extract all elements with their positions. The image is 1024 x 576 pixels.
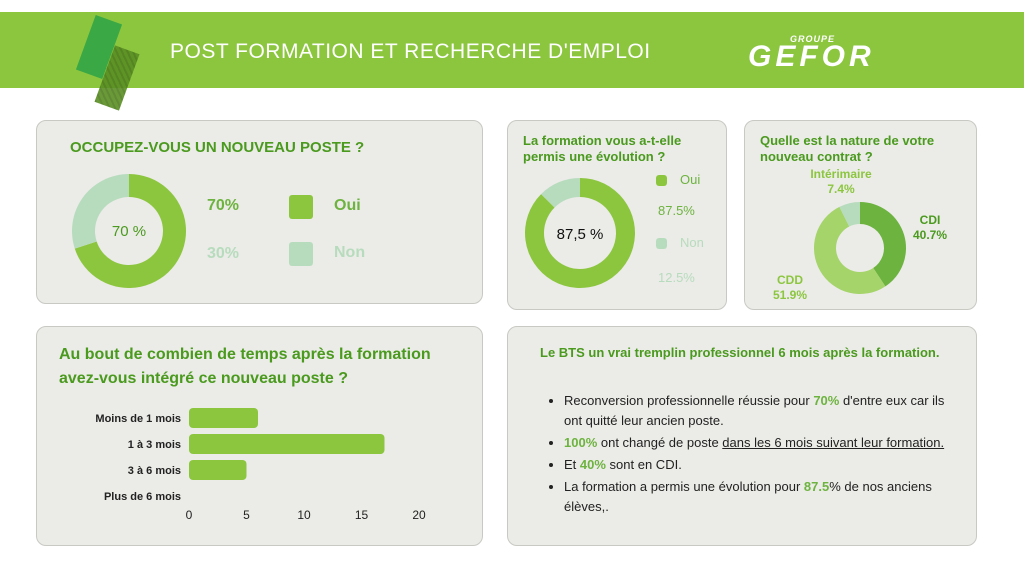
summary-bullet: Reconversion professionnelle réussie pou… bbox=[564, 391, 964, 431]
donut-slice-oui bbox=[74, 174, 186, 288]
chart-title: Au bout de combien de temps après la for… bbox=[59, 346, 431, 387]
highlight: 70% bbox=[813, 393, 840, 408]
bar bbox=[189, 408, 258, 428]
summary-bullet: Et 40% sont en CDI. bbox=[564, 455, 964, 475]
logo-small-text: GROUPE bbox=[790, 34, 836, 44]
page-title: POST FORMATION ET RECHERCHE D'EMPLOI bbox=[170, 40, 651, 63]
bar bbox=[189, 460, 247, 480]
donut-chart-evolution: 87,5 % bbox=[525, 178, 635, 288]
bar bbox=[189, 434, 385, 454]
chart-title: Quelle est la nature de votre nouveau co… bbox=[760, 133, 935, 164]
legend-swatch-oui bbox=[656, 175, 667, 186]
label-interimaire: Intérimaire bbox=[810, 167, 872, 181]
text: Reconversion professionnelle réussie pou… bbox=[564, 393, 814, 408]
slice-label-cdi: CDI 40.7% bbox=[913, 213, 947, 243]
slice-label-cdd: CDD 51.9% bbox=[773, 273, 807, 303]
chart-title: OCCUPEZ-VOUS UN NOUVEAU POSTE ? bbox=[70, 139, 365, 156]
card-nouveau-poste: OCCUPEZ-VOUS UN NOUVEAU POSTE ? 70 % 70%… bbox=[36, 120, 483, 304]
donut-slice-int-rimaire bbox=[839, 202, 860, 227]
text: Et bbox=[564, 457, 580, 472]
summary-bullet: La formation a permis une évolution pour… bbox=[564, 477, 964, 517]
donut-slice-non bbox=[541, 178, 580, 208]
underlined-text: dans les 6 mois suivant leur formation. bbox=[722, 435, 945, 450]
value-label-non: 12.5% bbox=[658, 270, 695, 285]
value-cdi: 40.7% bbox=[913, 228, 948, 242]
highlight: 87.5 bbox=[803, 479, 830, 494]
highlight: 100% bbox=[564, 435, 598, 450]
legend-label-oui: Oui bbox=[680, 172, 701, 187]
text: d'entre eux car ils ont quitté leur anci… bbox=[564, 393, 945, 428]
text: ont changé de poste bbox=[597, 435, 723, 450]
value-interimaire: 7.4% bbox=[827, 182, 855, 196]
highlight: 40% bbox=[579, 457, 606, 472]
text: sont en CDI. bbox=[605, 457, 682, 472]
value-label-non: 30% bbox=[207, 245, 240, 262]
logo-text: GEFOR bbox=[748, 40, 875, 73]
legend-label-oui: Oui bbox=[334, 197, 361, 214]
summary-title: Le BTS un vrai tremplin professionnel 6 … bbox=[540, 345, 940, 360]
text: % de nos anciens élèves,. bbox=[564, 479, 932, 514]
bar-chart-delai: Moins de 1 mois 1 à 3 mois 3 à 6 mois Plus … bbox=[95, 408, 426, 522]
donut-slice-cdi bbox=[860, 202, 906, 287]
gefor-logo: GEFOR GROUPE bbox=[748, 34, 968, 74]
category-label: 1 à 3 mois bbox=[128, 439, 181, 451]
value-label-oui: 87.5% bbox=[658, 203, 695, 218]
category-label: 3 à 6 mois bbox=[128, 465, 181, 477]
legend-swatch-oui bbox=[289, 195, 313, 219]
x-tick-label: 5 bbox=[243, 508, 250, 522]
legend-label-non: Non bbox=[680, 235, 704, 250]
summary-list: Reconversion professionnelle réussie pou… bbox=[552, 391, 964, 519]
card-delai-embauche: Au bout de combien de temps après la for… bbox=[36, 326, 483, 546]
category-label: Plus de 6 mois bbox=[104, 491, 181, 503]
donut-slice-non bbox=[71, 174, 129, 249]
header-banner: POST FORMATION ET RECHERCHE D'EMPLOI bbox=[0, 12, 1024, 111]
card-summary: Le BTS un vrai tremplin professionnel 6 … bbox=[507, 326, 977, 546]
x-tick-label: 20 bbox=[412, 508, 426, 522]
donut-slice-cdd bbox=[813, 206, 886, 295]
donut-chart-contrat bbox=[813, 202, 906, 295]
donut-chart-poste: 70 % bbox=[71, 174, 186, 288]
center-label: 70 % bbox=[112, 223, 146, 240]
summary-bullet: 100% ont changé de poste dans les 6 mois… bbox=[564, 433, 964, 453]
category-label: Moins de 1 mois bbox=[95, 413, 181, 425]
legend-label-non: Non bbox=[334, 244, 366, 261]
label-cdd: CDD bbox=[777, 273, 804, 287]
x-tick-label: 15 bbox=[355, 508, 369, 522]
center-label: 87,5 % bbox=[557, 226, 604, 243]
card-evolution: La formation vous a-t-elle permis une év… bbox=[507, 120, 727, 310]
x-tick-label: 0 bbox=[186, 508, 193, 522]
text: La formation a permis une évolution pour bbox=[564, 479, 804, 494]
chart-title: La formation vous a-t-elle permis une év… bbox=[523, 133, 682, 164]
legend-swatch-non bbox=[656, 238, 667, 249]
value-label-oui: 70% bbox=[207, 197, 240, 214]
card-contrat: Quelle est la nature de votre nouveau co… bbox=[744, 120, 977, 310]
slice-label-interimaire: Intérimaire 7.4% bbox=[805, 167, 877, 197]
x-tick-label: 10 bbox=[297, 508, 311, 522]
value-cdd: 51.9% bbox=[773, 288, 808, 302]
label-cdi: CDI bbox=[919, 213, 941, 227]
legend-swatch-non bbox=[289, 242, 313, 266]
